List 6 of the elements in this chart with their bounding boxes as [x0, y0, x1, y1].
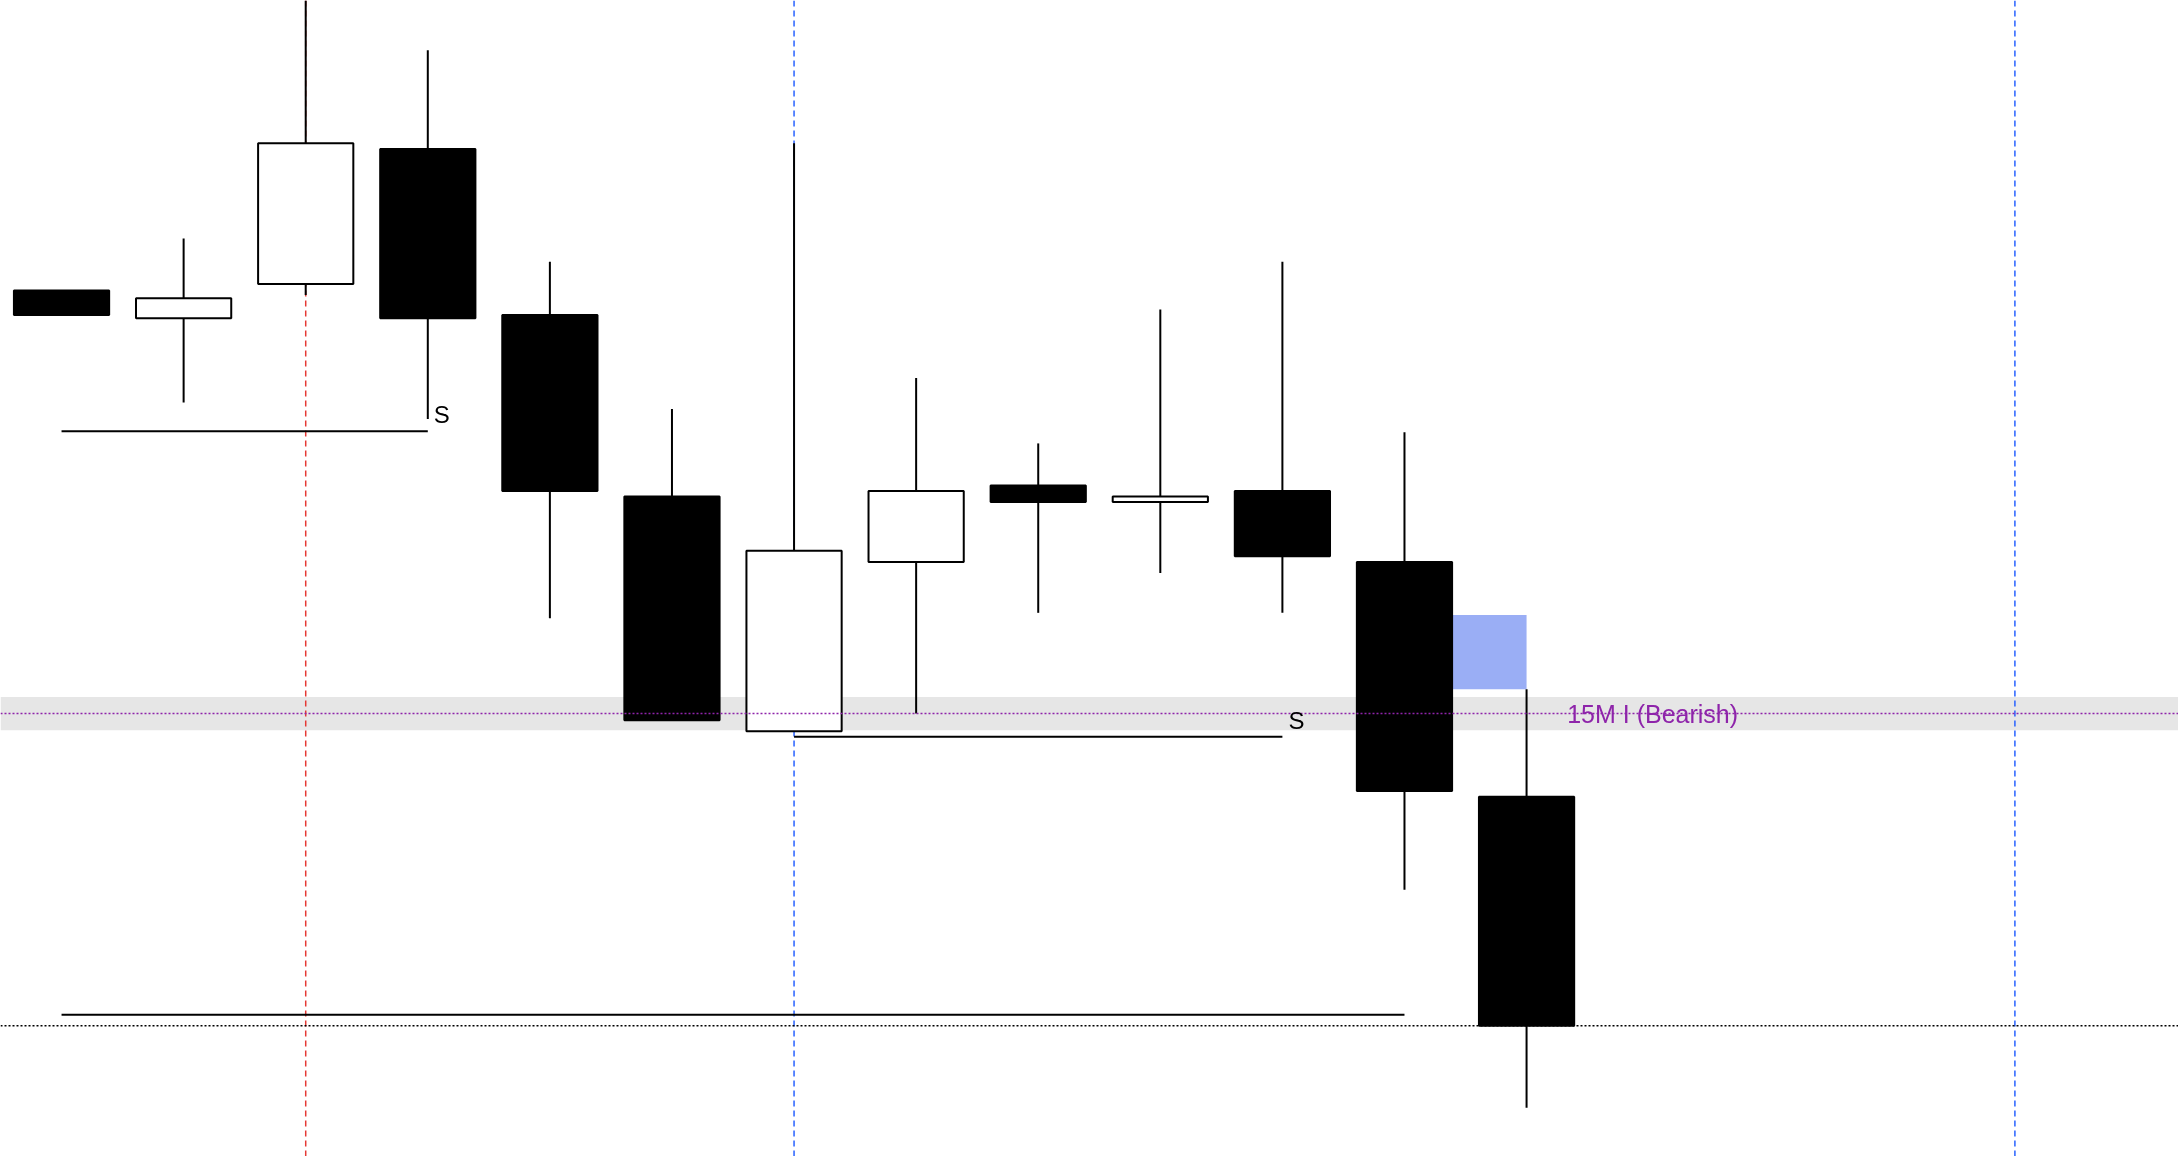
series-label: S: [1288, 706, 1305, 734]
series-label: S: [433, 401, 450, 429]
candlestick: [989, 442, 1087, 614]
candlestick: [135, 237, 233, 404]
ref-line-label: 15M I (Bearish): [1567, 699, 1739, 728]
candlestick: [1111, 308, 1209, 574]
